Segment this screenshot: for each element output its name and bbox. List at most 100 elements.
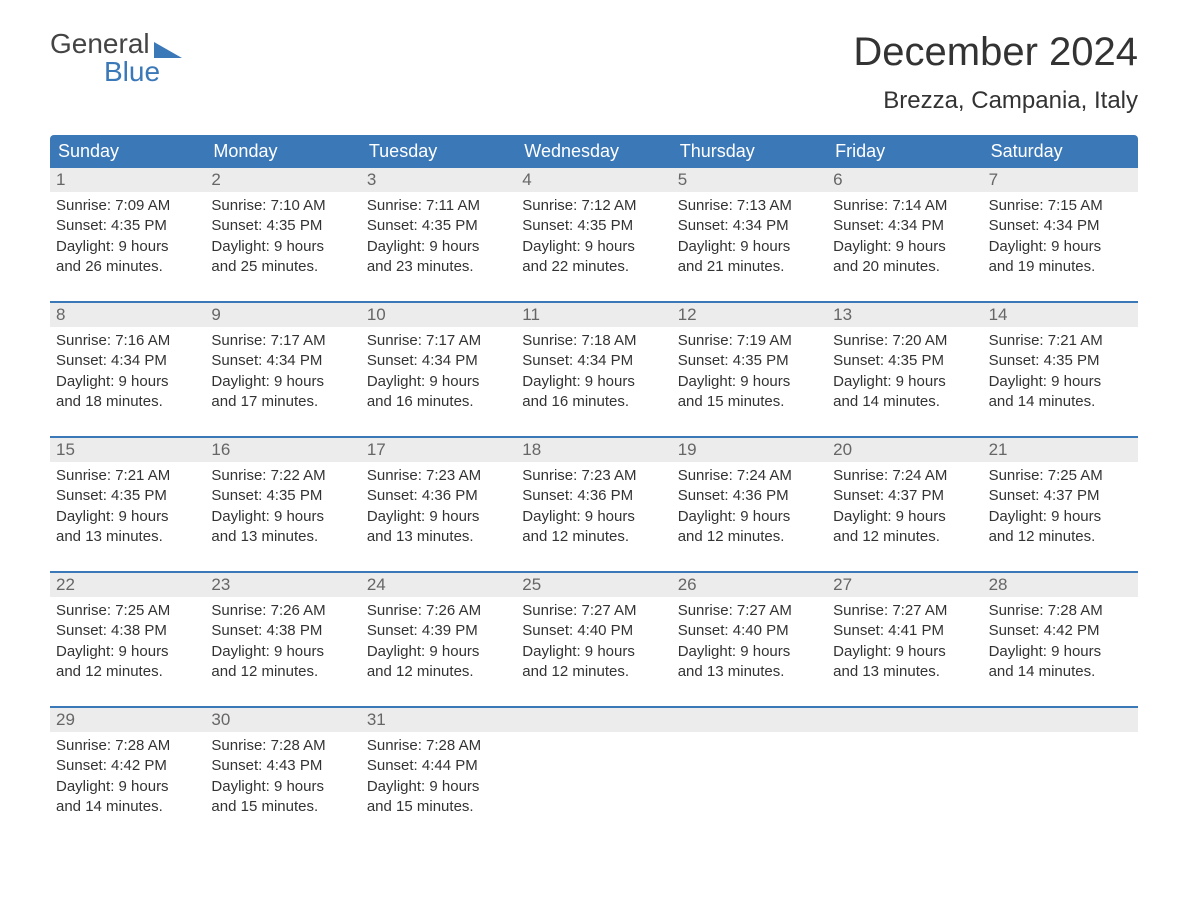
day-sunset: Sunset: 4:35 PM [367, 216, 510, 236]
week-row: 15161718192021Sunrise: 7:21 AMSunset: 4:… [50, 436, 1138, 553]
day-number: 14 [983, 303, 1138, 327]
day-sunset: Sunset: 4:35 PM [678, 351, 821, 371]
day-number: 2 [205, 168, 360, 192]
day-sunrise: Sunrise: 7:27 AM [833, 601, 976, 621]
day-content-row: Sunrise: 7:16 AMSunset: 4:34 PMDaylight:… [50, 327, 1138, 418]
day-daylight2: and 14 minutes. [833, 392, 976, 412]
day-sunset: Sunset: 4:37 PM [989, 486, 1132, 506]
day-sunrise: Sunrise: 7:28 AM [989, 601, 1132, 621]
day-cell: Sunrise: 7:28 AMSunset: 4:43 PMDaylight:… [205, 732, 360, 823]
day-sunrise: Sunrise: 7:17 AM [211, 331, 354, 351]
weekday-header: Saturday [983, 135, 1138, 168]
day-sunrise: Sunrise: 7:27 AM [678, 601, 821, 621]
day-number: 23 [205, 573, 360, 597]
day-sunrise: Sunrise: 7:16 AM [56, 331, 199, 351]
day-cell: Sunrise: 7:25 AMSunset: 4:37 PMDaylight:… [983, 462, 1138, 553]
day-daylight1: Daylight: 9 hours [367, 237, 510, 257]
day-sunset: Sunset: 4:36 PM [367, 486, 510, 506]
day-daylight2: and 12 minutes. [56, 662, 199, 682]
logo-text-general: General [50, 30, 150, 58]
day-content-row: Sunrise: 7:25 AM Sunset: 4:38 PM Daylight:… [50, 597, 1138, 688]
weekday-header: Wednesday [516, 135, 671, 168]
day-number: 6 [827, 168, 982, 192]
day-daylight1: Daylight: 9 hours [522, 507, 665, 527]
day-number: 10 [361, 303, 516, 327]
day-number: 30 [205, 708, 360, 732]
day-daylight2: and 13 minutes. [211, 527, 354, 547]
day-daylight1: Daylight: 9 hours [833, 237, 976, 257]
week-row: 891011121314Sunrise: 7:16 AMSunset: 4:34… [50, 301, 1138, 418]
day-number: 9 [205, 303, 360, 327]
week-row: 22232425262728 Sunrise: 7:25 AM Sunset: 4:… [50, 571, 1138, 688]
day-sunrise: Sunrise: 7:27 AM [522, 601, 665, 621]
day-daylight2: and 12 minutes. [367, 662, 510, 682]
day-sunrise: Sunrise: 7:14 AM [833, 196, 976, 216]
day-number: 8 [50, 303, 205, 327]
day-sunrise: Sunrise: 7:25 AM [56, 601, 199, 621]
page-header: General Blue December 2024 Brezza, Campa… [50, 30, 1138, 115]
calendar: Sunday Monday Tuesday Wednesday Thursday… [50, 135, 1138, 823]
weekday-header: Friday [827, 135, 982, 168]
day-number: 29 [50, 708, 205, 732]
day-daylight1: Daylight: 9 hours [678, 237, 821, 257]
day-sunset: Sunset: 4:35 PM [56, 216, 199, 236]
day-number-row: 22232425262728 [50, 573, 1138, 597]
day-sunrise: Sunrise: 7:24 AM [678, 466, 821, 486]
day-sunrise: Sunrise: 7:25 AM [989, 466, 1132, 486]
day-number: 4 [516, 168, 671, 192]
day-daylight1: Daylight: 9 hours [211, 777, 354, 797]
weekday-header: Thursday [672, 135, 827, 168]
day-number: 24 [361, 573, 516, 597]
day-cell: Sunrise: 7:23 AMSunset: 4:36 PMDaylight:… [361, 462, 516, 553]
day-number [827, 708, 982, 732]
day-cell: Sunrise: 7:13 AMSunset: 4:34 PMDaylight:… [672, 192, 827, 283]
day-sunset: Sunset: 4:44 PM [367, 756, 510, 776]
day-daylight2: and 13 minutes. [833, 662, 976, 682]
day-daylight1: Daylight: 9 hours [522, 237, 665, 257]
day-number: 16 [205, 438, 360, 462]
day-daylight1: Daylight: 9 hours [678, 642, 821, 662]
day-number: 28 [983, 573, 1138, 597]
day-sunset: Sunset: 4:35 PM [833, 351, 976, 371]
day-daylight2: and 22 minutes. [522, 257, 665, 277]
day-cell: Sunrise: 7:10 AMSunset: 4:35 PMDaylight:… [205, 192, 360, 283]
day-number: 20 [827, 438, 982, 462]
day-sunrise: Sunrise: 7:19 AM [678, 331, 821, 351]
day-daylight2: and 12 minutes. [833, 527, 976, 547]
day-cell: Sunrise: 7:26 AMSunset: 4:38 PMDaylight:… [205, 597, 360, 688]
day-number [983, 708, 1138, 732]
day-daylight1: Daylight: 9 hours [522, 372, 665, 392]
day-cell [983, 732, 1138, 823]
day-sunrise: Sunrise: 7:13 AM [678, 196, 821, 216]
day-content-row: Sunrise: 7:21 AMSunset: 4:35 PMDaylight:… [50, 462, 1138, 553]
day-daylight2: and 12 minutes. [678, 527, 821, 547]
day-cell: Sunrise: 7:25 AMSunset: 4:38 PMDaylight:… [50, 597, 205, 688]
day-number-row: 891011121314 [50, 303, 1138, 327]
day-sunset: Sunset: 4:41 PM [833, 621, 976, 641]
day-sunrise: Sunrise: 7:18 AM [522, 331, 665, 351]
day-sunrise: Sunrise: 7:20 AM [833, 331, 976, 351]
day-daylight2: and 19 minutes. [989, 257, 1132, 277]
day-sunrise: Sunrise: 7:26 AM [211, 601, 354, 621]
day-cell: Sunrise: 7:12 AMSunset: 4:35 PMDaylight:… [516, 192, 671, 283]
day-sunset: Sunset: 4:36 PM [522, 486, 665, 506]
day-number: 5 [672, 168, 827, 192]
day-daylight1: Daylight: 9 hours [56, 777, 199, 797]
day-sunset: Sunset: 4:42 PM [56, 756, 199, 776]
day-number: 12 [672, 303, 827, 327]
day-daylight2: and 14 minutes. [989, 392, 1132, 412]
day-number-row: 15161718192021 [50, 438, 1138, 462]
day-number: 7 [983, 168, 1138, 192]
day-cell: Sunrise: 7:28 AMSunset: 4:42 PMDaylight:… [983, 597, 1138, 688]
day-cell: Sunrise: 7:17 AMSunset: 4:34 PMDaylight:… [205, 327, 360, 418]
day-sunrise: Sunrise: 7:12 AM [522, 196, 665, 216]
day-daylight1: Daylight: 9 hours [989, 237, 1132, 257]
day-daylight1: Daylight: 9 hours [989, 507, 1132, 527]
day-daylight2: and 12 minutes. [522, 662, 665, 682]
day-daylight1: Daylight: 9 hours [211, 237, 354, 257]
day-number-row: 293031 [50, 708, 1138, 732]
day-sunset: Sunset: 4:35 PM [211, 486, 354, 506]
day-sunset: Sunset: 4:38 PM [211, 621, 354, 641]
day-cell: Sunrise: 7:22 AMSunset: 4:35 PMDaylight:… [205, 462, 360, 553]
weekday-header: Monday [205, 135, 360, 168]
